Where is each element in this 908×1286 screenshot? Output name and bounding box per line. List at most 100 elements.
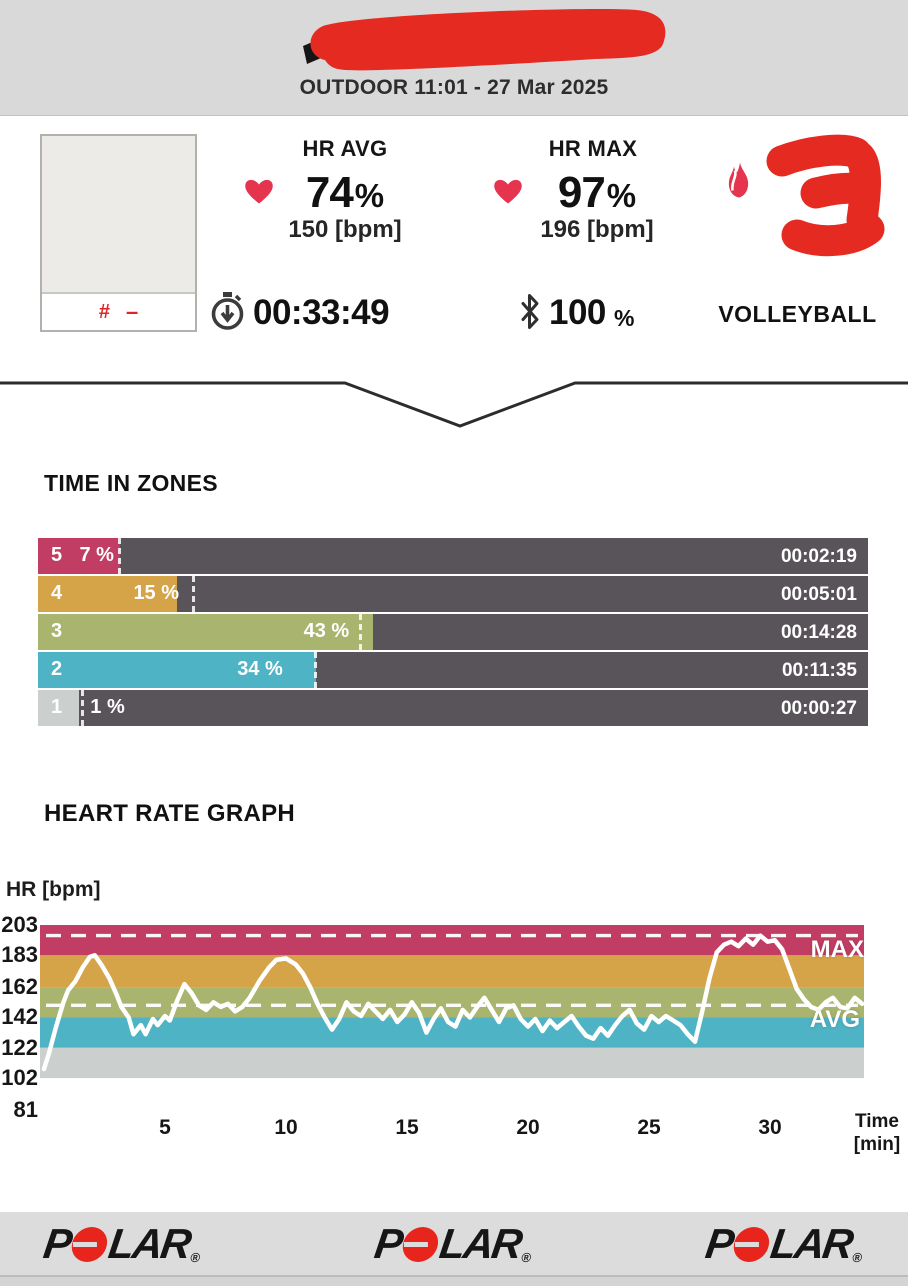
battery-value: 100 [549,293,606,332]
zone-number: 2 [51,658,63,680]
profile-photo-card: # – [40,134,197,332]
sport-label: VOLLEYBALL [718,301,877,327]
duration-value: 00:33:49 [253,293,390,332]
hr-avg-percent: 74 % [265,168,425,218]
hr-axis-label: HR [bpm] [6,878,101,901]
x-axis-tick: 25 [637,1116,661,1139]
zone-percent: 43 % [303,620,350,642]
zone-row-3: 3 43 % 00:14:28 [38,614,868,650]
hr-avg-percent-unit: % [354,177,385,214]
zone-percent: 1 % [90,696,125,718]
card-caption: # – [42,292,195,330]
zone-number: 4 [51,582,63,604]
zone-row-5: 5 7 % 00:02:19 [38,538,868,574]
zone-target-dash [359,614,363,650]
session-subtitle: OUTDOOR 11:01 - 27 Mar 2025 [299,76,609,99]
polar-logo: P LAR ® [372,1220,537,1268]
battery-unit: % [614,305,635,331]
hr-max-percent-unit: % [606,177,637,214]
polar-logo: P LAR ® [703,1220,868,1268]
flame-icon [728,162,749,198]
zone-bar [38,652,317,688]
zone-target-dash [81,690,85,726]
zone-bar [38,538,121,574]
polar-logo-lar: LAR [767,1219,855,1267]
time-axis-label: Time [min] [848,1110,906,1156]
hr-max-percent: 97 % [517,168,677,218]
max-line-label: MAX [810,936,864,963]
y-axis-tick: 122 [1,1034,38,1060]
hr-zone-band-1 [40,1047,864,1079]
x-axis-tick: 15 [395,1116,419,1139]
registered-trademark-icon: ® [520,1249,533,1265]
hr-avg-percent-value: 74 [305,168,354,217]
polar-logo-o-icon [69,1226,110,1261]
zone-number: 3 [51,620,63,642]
polar-logo-o-icon [400,1226,441,1261]
hr-max-percent-value: 97 [557,168,606,217]
y-axis-tick: 203 [1,912,38,937]
y-axis-tick: 81 [13,1096,38,1122]
zone-percent: 15 % [133,582,180,604]
heart-icon [245,179,273,204]
polar-logo-p: P [702,1219,736,1267]
zone-target-dash [117,538,121,574]
registered-trademark-icon: ® [851,1249,864,1265]
stopwatch-icon [211,292,244,330]
hr-max-bpm: 196 [bpm] [540,216,654,243]
polar-logo-lar: LAR [105,1219,193,1267]
time-axis-label-line2: [min] [853,1134,901,1155]
hr-avg-label: HR AVG [302,136,388,161]
x-axis-tick: 20 [516,1116,540,1139]
zone-time: 00:11:35 [781,660,857,681]
polar-logo-lar: LAR [436,1219,524,1267]
hr-avg-bpm: 150 [bpm] [288,216,402,243]
zone-percent: 7 % [79,544,114,566]
hr-zone-band-4 [40,955,864,988]
zone-bar [38,690,79,726]
y-axis-tick: 102 [1,1065,38,1091]
header: OUTDOOR 11:01 - 27 Mar 2025 [0,0,908,116]
name-redaction-scribble [303,8,666,71]
time-in-zones-chart: 5 7 % 00:02:19 4 15 % 00:05:01 3 43 % 00… [38,538,868,728]
polar-logo-o-icon [731,1226,772,1261]
calories-redaction-scribble [766,134,885,257]
zone-target-dash [191,576,195,612]
section-divider [0,381,908,428]
zone-time: 00:05:01 [780,584,857,605]
zone-bar [38,576,177,612]
hr-max-label: HR MAX [548,136,638,161]
zone-bar [38,614,374,650]
time-axis-label-line1: Time [854,1111,899,1132]
zone-target-dash [313,652,317,688]
y-axis-tick: 142 [1,1004,38,1030]
redacted-dash: – [125,299,139,324]
hashtag-symbol: # [98,300,110,323]
zone-percent: 34 % [237,658,283,680]
zone-time: 00:14:28 [780,622,857,643]
avg-line-label: AVG [809,1006,860,1033]
hr-zone-band-3 [40,987,864,1018]
footer-logo-band: P LAR ® P LAR ® P LAR ® [0,1212,908,1275]
zones-title: TIME IN ZONES [44,470,218,496]
zone-number: 5 [51,544,63,566]
hr-zone-band-5 [40,925,864,956]
zone-row-2: 2 34 % 00:11:35 [38,652,868,688]
x-axis-tick: 5 [159,1116,171,1139]
polar-logo-p: P [40,1219,74,1267]
heart-icon [494,179,522,204]
heart-rate-curve [41,933,864,1072]
zone-time: 00:00:27 [780,698,857,719]
zone-row-1: 1 1 % 00:00:27 [38,690,868,726]
registered-trademark-icon: ® [189,1249,202,1265]
y-axis-tick: 162 [1,974,38,1000]
zone-row-4: 4 15 % 00:05:01 [38,576,868,612]
hr-graph-title: HEART RATE GRAPH [44,800,296,827]
zone-time: 00:02:19 [780,546,857,567]
polar-logo: P LAR ® [41,1220,206,1268]
footer-bottom-strip [0,1275,908,1286]
y-axis-tick: 183 [1,942,38,968]
x-axis-tick: 30 [758,1116,782,1139]
heart-rate-line-chart [40,925,864,1079]
